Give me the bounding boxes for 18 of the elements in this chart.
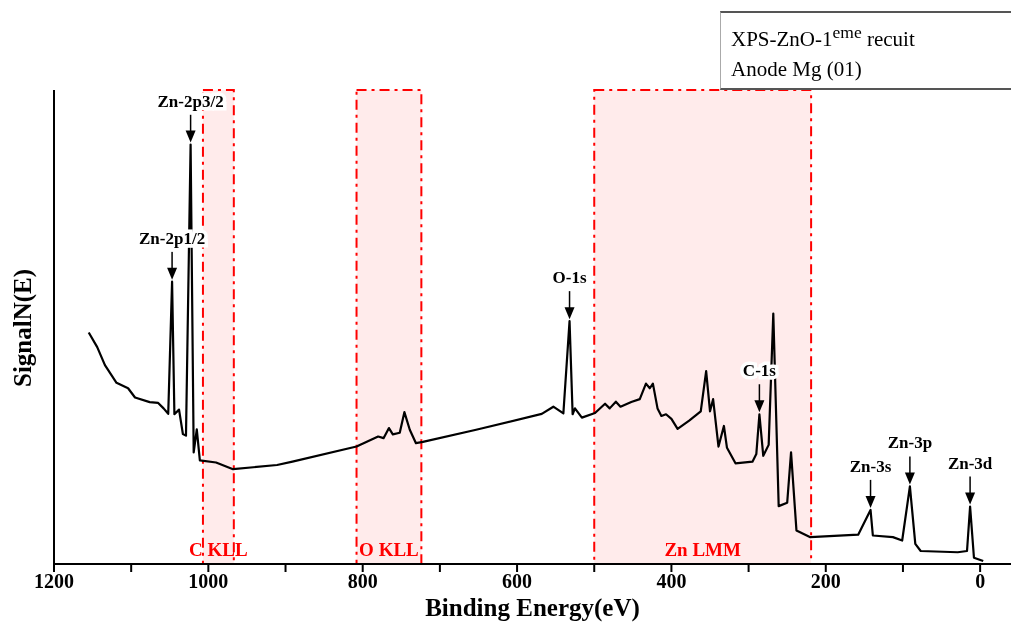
x-tick-label: 800 (347, 570, 378, 593)
band-label: C KLL (189, 539, 248, 560)
x-tick-label: 400 (656, 570, 687, 593)
x-tick-label: 200 (810, 570, 841, 593)
x-axis-title: Binding Energy(eV) (425, 594, 640, 622)
annotation: Zn-3p (887, 433, 933, 453)
annotation: Zn-3s (849, 456, 892, 476)
x-tick-label: 0 (975, 570, 986, 593)
annotation: Zn-3d (947, 453, 993, 473)
annotation: Zn-2p3/2 (157, 91, 224, 111)
x-tick-label: 1000 (188, 570, 229, 593)
x-tick-label: 1200 (34, 570, 74, 593)
annotation: O-1s (552, 268, 587, 288)
band-label: O KLL (359, 539, 419, 560)
text-box: XPS-ZnO-1$^{eme}$ recuit Anode Mg (01) (720, 11, 1011, 90)
band-label: Zn LMM (664, 539, 742, 560)
x-tick-label: 600 (502, 570, 533, 593)
y-axis-title: SignalN(E) (8, 268, 37, 387)
